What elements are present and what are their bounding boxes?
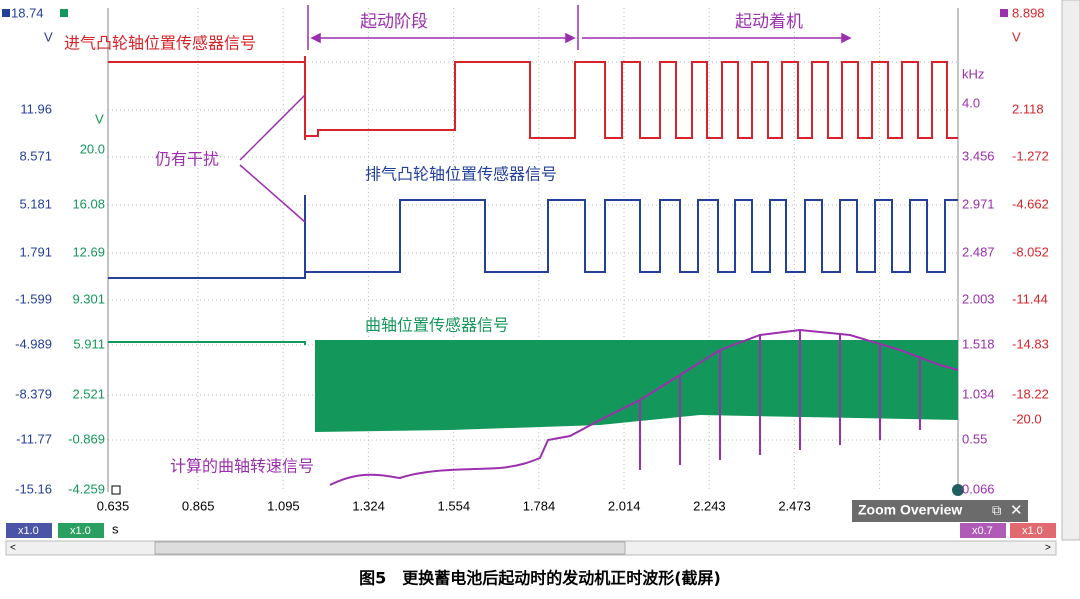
axis-tick-label: 5.181	[19, 196, 52, 211]
vertical-scrollbar[interactable]	[1061, 0, 1080, 541]
axis-tick-label: -4.662	[1012, 196, 1049, 211]
scroll-right[interactable]: >	[1045, 543, 1051, 554]
axis-tick-label: -0.869	[68, 431, 105, 446]
crank-trace	[108, 341, 306, 345]
grid	[108, 8, 958, 492]
scale-button[interactable]	[58, 523, 104, 538]
axis-top: 8.898	[1012, 5, 1045, 20]
axis-tick-label: 4.0	[962, 95, 980, 110]
scale-button[interactable]	[1010, 523, 1056, 538]
axis-tick-label: 5.911	[73, 336, 105, 351]
axis-tick-label: 1.791	[19, 244, 52, 259]
axis-tick-label: -4.989	[15, 336, 52, 351]
scale-label: x0.7	[972, 525, 993, 537]
axis-tick-label: 0.066	[962, 481, 995, 496]
scale-button[interactable]	[6, 523, 52, 538]
x-tick-label: 1.095	[267, 498, 300, 513]
axis-tick-label: 20.0	[80, 141, 105, 156]
axis-tick-label: 2.118	[1012, 101, 1044, 116]
axis-tick-label: -20.0	[1012, 411, 1042, 426]
zoom-overview-title: Zoom Overview	[858, 502, 962, 518]
axis-tick-label: 0.55	[962, 431, 987, 446]
axis-tick-label: 1.518	[962, 336, 995, 351]
axis-tick-label: 2.971	[962, 196, 995, 211]
axis-tick-label: -8.052	[1012, 244, 1049, 259]
axis-unit: V	[95, 111, 104, 126]
axis-tick-label: -11.44	[1012, 291, 1048, 306]
x-tick-label: 1.784	[523, 498, 556, 513]
axis-tick-label: -8.379	[15, 386, 52, 401]
axis-unit: V	[44, 29, 53, 44]
channel-a-marker	[2, 9, 10, 17]
rpm-trace	[329, 328, 959, 486]
axis-tick-label: -1.272	[1012, 148, 1049, 163]
x-tick-label: 0.635	[97, 498, 130, 513]
rpm-label: 计算的曲轴转速信号	[170, 457, 314, 476]
axis-tick-label: 2.003	[962, 291, 995, 306]
axis-tick-label: 2.521	[72, 386, 105, 401]
phase-markers	[239, 5, 852, 223]
rpm-spikes	[639, 330, 921, 470]
x-tick-label: 2.473	[778, 498, 811, 513]
axis-unit: V	[1012, 29, 1021, 44]
axis-tick-label: -11.77	[16, 431, 52, 446]
axis-tick-label: 1.034	[962, 386, 995, 401]
exhaust-label: 排气凸轮轴位置传感器信号	[365, 165, 557, 184]
close-button[interactable]: ✕	[1010, 502, 1023, 519]
restore-button[interactable]: ⧉	[992, 502, 1001, 517]
interference-label: 仍有干扰	[155, 150, 219, 169]
axis-tick-label: -14.83	[1012, 336, 1049, 351]
zoom-overview[interactable]	[852, 500, 1028, 522]
x-tick-label: 1.554	[438, 498, 471, 513]
axis-tick-label: 3.456	[962, 148, 995, 163]
x-tick-label: 2.014	[608, 498, 641, 513]
axis-top: 18.74	[11, 5, 44, 20]
axis-tick-label: 11.96	[20, 101, 52, 116]
x-unit: s	[112, 521, 119, 536]
axis-tick-label: 9.301	[72, 291, 105, 306]
ruler-handle[interactable]	[111, 485, 121, 495]
axis-tick-label: 8.571	[19, 148, 52, 163]
scale-label: x1.0	[18, 525, 39, 537]
channel-d-marker	[1000, 9, 1008, 17]
axis-tick-label: -15.16	[15, 481, 52, 496]
scale-button[interactable]	[960, 523, 1006, 538]
axis-tick-label: -18.22	[1012, 386, 1049, 401]
intake-cam-trace	[108, 56, 958, 140]
crank-label: 曲轴位置传感器信号	[365, 316, 509, 335]
scale-label: x1.0	[70, 525, 91, 537]
x-tick-label: 1.324	[352, 498, 385, 513]
exhaust-cam-trace	[108, 195, 958, 279]
scroll-left[interactable]: <	[10, 543, 16, 554]
axis-unit: kHz	[962, 66, 984, 81]
intake-label: 进气凸轮轴位置传感器信号	[64, 34, 256, 53]
x-tick-label: 0.865	[182, 498, 215, 513]
caption: 图5 更换蓄电池后起动时的发动机正时波形(截屏)	[359, 569, 721, 588]
axis-tick-label: 2.487	[962, 244, 995, 259]
axis-tick-label: -1.599	[15, 291, 52, 306]
phase-label: 起动阶段	[360, 12, 428, 32]
crank-trace-band	[315, 340, 958, 432]
scroll-thumb[interactable]	[154, 541, 626, 555]
axis-tick-label: 16.08	[72, 196, 105, 211]
x-tick-label: 2.243	[693, 498, 726, 513]
axis-tick-label: 12.69	[72, 244, 105, 259]
phase-label: 起动着机	[735, 12, 803, 32]
axis-tick-label: -4.259	[68, 481, 105, 496]
channel-b-marker	[60, 9, 68, 17]
scale-label: x1.0	[1022, 525, 1043, 537]
ruler-handle[interactable]	[952, 484, 964, 496]
